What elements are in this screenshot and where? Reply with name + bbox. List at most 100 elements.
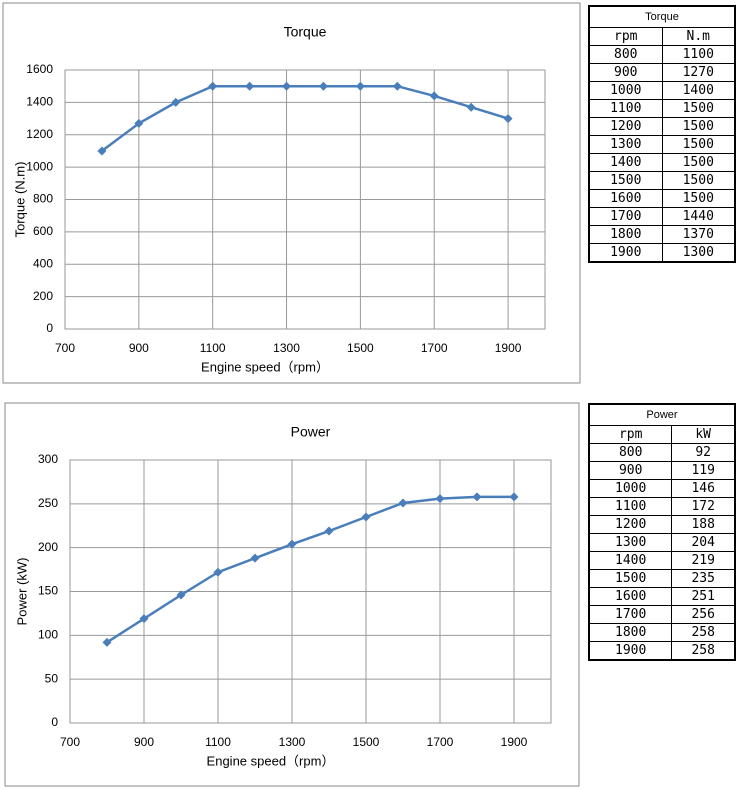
y-tick-label: 100 (38, 628, 58, 642)
plot-border (69, 459, 552, 724)
table-cell: 1500 (661, 153, 736, 172)
data-point (503, 114, 513, 124)
y-tick-label: 150 (38, 584, 58, 598)
table-row: 1700 1440 (588, 207, 736, 226)
table-row: 900 119 (588, 461, 736, 480)
data-point (324, 526, 334, 536)
data-point (134, 118, 144, 128)
table-title-row: Torque (588, 5, 736, 28)
table-row: 1200 1500 (588, 117, 736, 136)
table-cell: 1200 (588, 515, 673, 534)
data-point (398, 498, 408, 508)
chart-panel (2, 2, 581, 384)
table-cell: 258 (671, 623, 736, 642)
y-tick-label: 200 (33, 289, 53, 303)
x-tick-label: 1300 (273, 341, 300, 355)
table-row: 1800 1370 (588, 225, 736, 244)
table-title: Power (588, 403, 736, 426)
data-line (101, 84, 509, 152)
data-point (208, 81, 218, 91)
table-cell: 1440 (661, 207, 736, 226)
table-cell: 1000 (588, 81, 663, 100)
data-point (282, 81, 292, 91)
x-tick-label: 1700 (421, 341, 448, 355)
table-cell: 1000 (588, 479, 673, 498)
data-point (355, 81, 365, 91)
data-point (97, 146, 107, 156)
table-cell: 235 (671, 569, 736, 588)
table-title-row: Power (588, 403, 736, 426)
x-tick-label: 1900 (495, 341, 522, 355)
x-tick-label: 700 (55, 341, 75, 355)
y-tick-label: 1400 (26, 95, 53, 109)
y-axis-label: Power (kW) (14, 558, 29, 626)
table-cell: 1400 (588, 551, 673, 570)
table-cell: 1400 (588, 153, 663, 172)
table-cell: 119 (671, 461, 736, 480)
table-row: 1100 1500 (588, 99, 736, 118)
table-row: 1400 1500 (588, 153, 736, 172)
table-row: 1000 1400 (588, 81, 736, 100)
x-tick-label: 700 (60, 735, 80, 749)
table-cell: 219 (671, 551, 736, 570)
table-row: 1600 1500 (588, 189, 736, 208)
table-header: rpm (588, 27, 663, 46)
y-tick-label: 50 (45, 671, 59, 685)
y-tick-label: 400 (33, 256, 53, 270)
table-cell: 256 (671, 605, 736, 624)
table-cell: 1500 (661, 99, 736, 118)
table-cell: 1370 (661, 225, 736, 244)
table-row: 1300 204 (588, 533, 736, 552)
table-cell: 1500 (661, 135, 736, 154)
data-point (318, 81, 328, 91)
table-cell: 1700 (588, 207, 663, 226)
data-point (176, 590, 186, 600)
data-line (106, 495, 514, 644)
data-point (139, 614, 149, 624)
data-point (171, 97, 181, 107)
data-point (361, 512, 371, 522)
table-cell: 1200 (588, 117, 663, 136)
table-cell: 204 (671, 533, 736, 552)
table-cell: 1900 (588, 641, 673, 661)
x-tick-label: 1500 (353, 735, 380, 749)
y-tick-label: 200 (38, 540, 58, 554)
y-axis-label: Torque (N.m) (12, 162, 27, 238)
table-cell: 188 (671, 515, 736, 534)
x-tick-label: 1700 (427, 735, 454, 749)
y-tick-label: 800 (33, 192, 53, 206)
y-tick-label: 250 (38, 496, 58, 510)
table-cell: 1300 (588, 533, 673, 552)
table-cell: 146 (671, 479, 736, 498)
table-cell: 1300 (661, 243, 736, 263)
table-header: N.m (661, 27, 736, 46)
table-cell: 1400 (661, 81, 736, 100)
y-tick-label: 1000 (26, 159, 53, 173)
data-point (435, 494, 445, 504)
table-cell: 1300 (588, 135, 663, 154)
table-row: 800 92 (588, 443, 736, 462)
x-tick-label: 1500 (347, 341, 374, 355)
y-tick-label: 1200 (26, 127, 53, 141)
table-row: 800 1100 (588, 45, 736, 64)
table-row: 1700 256 (588, 605, 736, 624)
table-row: 1300 1500 (588, 135, 736, 154)
table-row: 1500 1500 (588, 171, 736, 190)
table-row: 1100 172 (588, 497, 736, 516)
table-cell: 800 (588, 45, 663, 64)
table-cell: 900 (588, 461, 673, 480)
table-cell: 92 (671, 443, 736, 462)
x-tick-label: 1100 (200, 341, 226, 355)
x-axis-label: Engine speed（rpm） (207, 753, 335, 768)
data-point (250, 553, 260, 563)
table-cell: 172 (671, 497, 736, 516)
table-row: 1400 219 (588, 551, 736, 570)
table-cell: 258 (671, 641, 736, 661)
table-header: rpm (588, 425, 673, 444)
power-table: Power rpm kW 800 92 900 119 1000 146 1100 172 1200 1… (588, 403, 736, 661)
chart-title: Power (291, 424, 331, 440)
table-row: 1900 258 (588, 641, 736, 661)
table-cell: 1500 (661, 171, 736, 190)
y-tick-label: 1600 (26, 62, 53, 76)
